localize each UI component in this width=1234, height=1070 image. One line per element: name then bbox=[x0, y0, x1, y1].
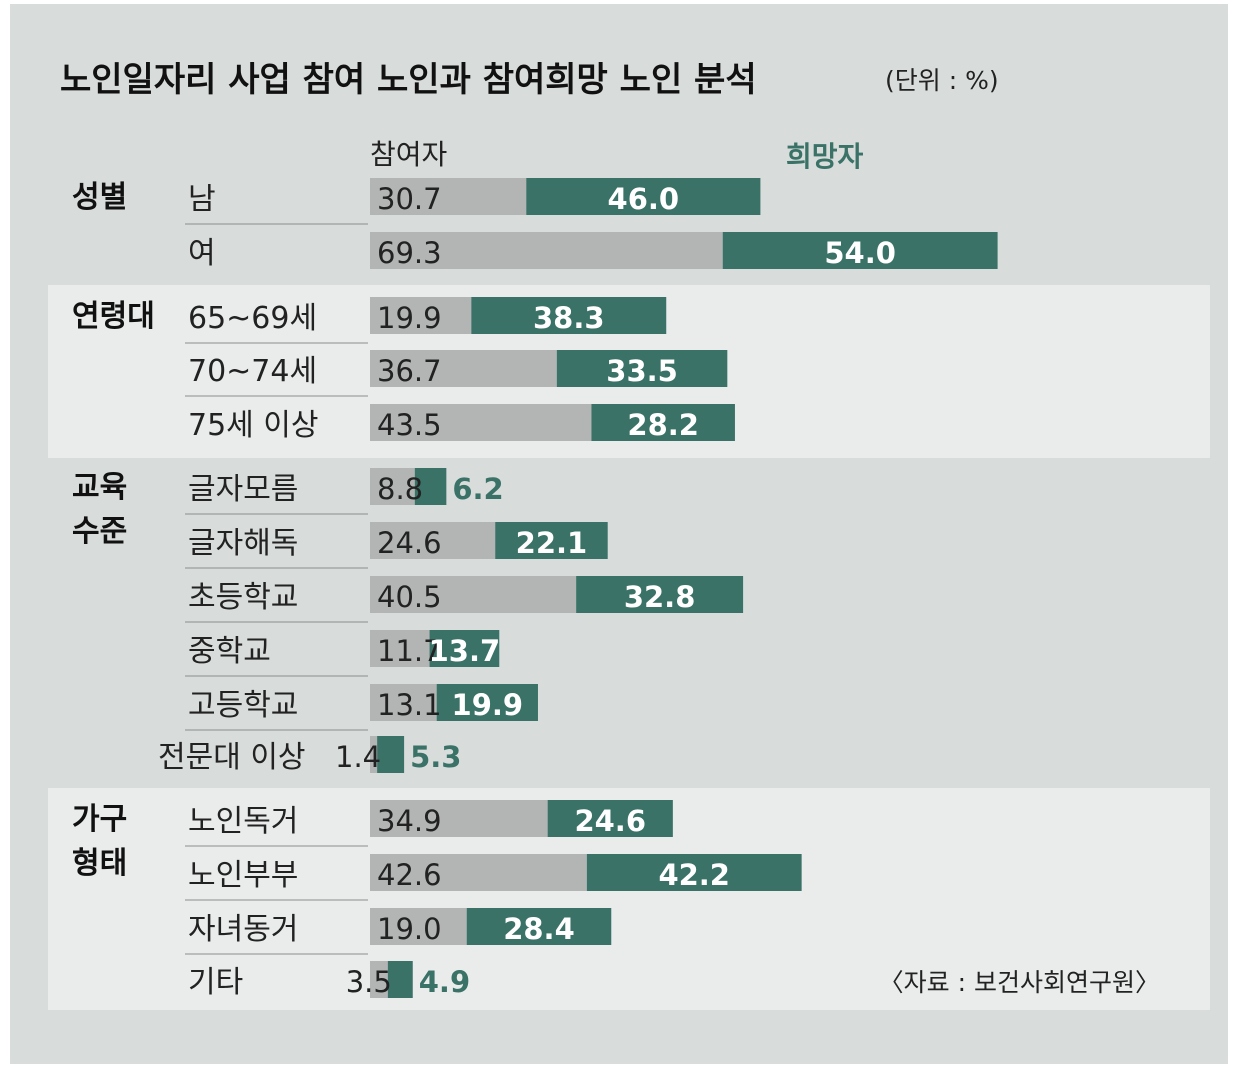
hope-bar bbox=[466, 908, 612, 945]
participant-bar bbox=[370, 178, 527, 215]
participant-bar bbox=[370, 297, 472, 334]
participant-bar bbox=[370, 404, 592, 441]
category-label: 75세 이상 bbox=[188, 408, 319, 443]
hope-bar bbox=[556, 350, 728, 387]
participant-bar bbox=[370, 576, 577, 613]
participant-value-label: 42.6 bbox=[377, 858, 442, 892]
category-label: 초등학교 bbox=[188, 580, 298, 615]
participant-value-label: 19.9 bbox=[377, 301, 442, 335]
hope-value-label: 42.2 bbox=[658, 858, 730, 892]
participant-value-label: 43.5 bbox=[377, 408, 442, 442]
participant-bar bbox=[370, 684, 437, 721]
group-label: 교육 bbox=[72, 470, 127, 505]
chart-source: 〈자료 : 보건사회연구원〉 bbox=[879, 968, 1160, 997]
hope-bar bbox=[495, 522, 608, 559]
hope-bar bbox=[429, 630, 500, 667]
chart-title: 노인일자리 사업 참여 노인과 참여희망 노인 분석 bbox=[60, 60, 757, 100]
legend-hope: 희망자 bbox=[786, 140, 864, 173]
participant-value-label: 36.7 bbox=[377, 354, 442, 388]
category-label: 남 bbox=[188, 182, 216, 217]
participant-bar bbox=[370, 736, 378, 773]
hope-bar bbox=[586, 854, 802, 891]
participant-value-label: 30.7 bbox=[377, 182, 442, 216]
category-label: 기타 bbox=[188, 965, 243, 1000]
category-label: 전문대 이상 bbox=[158, 740, 306, 775]
hope-value-label: 13.7 bbox=[429, 634, 501, 668]
category-label: 글자모름 bbox=[188, 472, 298, 507]
hope-bar bbox=[722, 232, 998, 269]
group-label: 성별 bbox=[72, 180, 127, 215]
hope-bar bbox=[471, 297, 667, 334]
category-label: 고등학교 bbox=[188, 688, 298, 723]
hope-value-label: 4.9 bbox=[419, 965, 470, 999]
participant-value-label: 13.1 bbox=[377, 688, 442, 722]
participant-value-label: 24.6 bbox=[377, 526, 442, 560]
hope-value-label: 28.4 bbox=[503, 912, 575, 946]
hope-bar bbox=[576, 576, 744, 613]
participant-bar bbox=[370, 908, 467, 945]
category-label: 65~69세 bbox=[188, 301, 317, 336]
chart-frame: 노인일자리 사업 참여 노인과 참여희망 노인 분석 (단위 : %) 참여자 … bbox=[10, 4, 1228, 1064]
chart-canvas: 노인일자리 사업 참여 노인과 참여희망 노인 분석 (단위 : %) 참여자 … bbox=[48, 60, 1210, 1010]
hope-bar bbox=[436, 684, 538, 721]
legend-participant: 참여자 bbox=[370, 138, 447, 171]
participant-value-label: 69.3 bbox=[377, 236, 442, 270]
group-label: 형태 bbox=[72, 846, 127, 881]
participant-value-label: 40.5 bbox=[377, 580, 442, 614]
hope-bar bbox=[387, 961, 413, 998]
participant-bar bbox=[370, 232, 723, 269]
participant-bar bbox=[370, 961, 388, 998]
category-label: 글자해독 bbox=[188, 526, 298, 561]
category-label: 중학교 bbox=[188, 634, 271, 669]
hope-value-label: 33.5 bbox=[606, 354, 678, 388]
hope-value-label: 24.6 bbox=[574, 804, 646, 838]
participant-bar bbox=[370, 800, 548, 837]
participant-value-label: 34.9 bbox=[377, 804, 442, 838]
participant-bar bbox=[370, 350, 557, 387]
hope-bar bbox=[414, 468, 447, 505]
group-label: 연령대 bbox=[72, 299, 155, 334]
participant-bar bbox=[370, 468, 415, 505]
hope-bar bbox=[591, 404, 735, 441]
hope-value-label: 6.2 bbox=[452, 472, 503, 506]
hope-bar bbox=[526, 178, 761, 215]
hope-value-label: 28.2 bbox=[627, 408, 699, 442]
participant-value-label: 19.0 bbox=[377, 912, 442, 946]
hope-value-label: 19.9 bbox=[452, 688, 524, 722]
participant-value-label: 3.5 bbox=[346, 965, 392, 999]
category-label: 70~74세 bbox=[188, 354, 317, 389]
participant-value-label: 1.4 bbox=[335, 740, 381, 774]
participant-bar bbox=[370, 522, 496, 559]
category-label: 자녀동거 bbox=[188, 912, 298, 947]
hope-value-label: 54.0 bbox=[824, 236, 896, 270]
hope-value-label: 38.3 bbox=[533, 301, 605, 335]
participant-bar bbox=[370, 630, 430, 667]
hope-value-label: 22.1 bbox=[516, 526, 588, 560]
category-label: 여 bbox=[188, 236, 216, 271]
hope-value-label: 5.3 bbox=[410, 740, 461, 774]
hope-bar bbox=[547, 800, 673, 837]
hope-bar bbox=[377, 736, 405, 773]
participant-value-label: 11.7 bbox=[377, 634, 442, 668]
category-label: 노인독거 bbox=[188, 804, 298, 839]
hope-value-label: 46.0 bbox=[608, 182, 680, 216]
participant-bar bbox=[370, 854, 587, 891]
hope-value-label: 32.8 bbox=[624, 580, 696, 614]
group-label: 수준 bbox=[72, 514, 127, 549]
participant-value-label: 8.8 bbox=[377, 472, 423, 506]
chart-unit: (단위 : %) bbox=[885, 66, 999, 95]
group-label: 가구 bbox=[72, 802, 127, 837]
category-label: 노인부부 bbox=[188, 858, 298, 893]
